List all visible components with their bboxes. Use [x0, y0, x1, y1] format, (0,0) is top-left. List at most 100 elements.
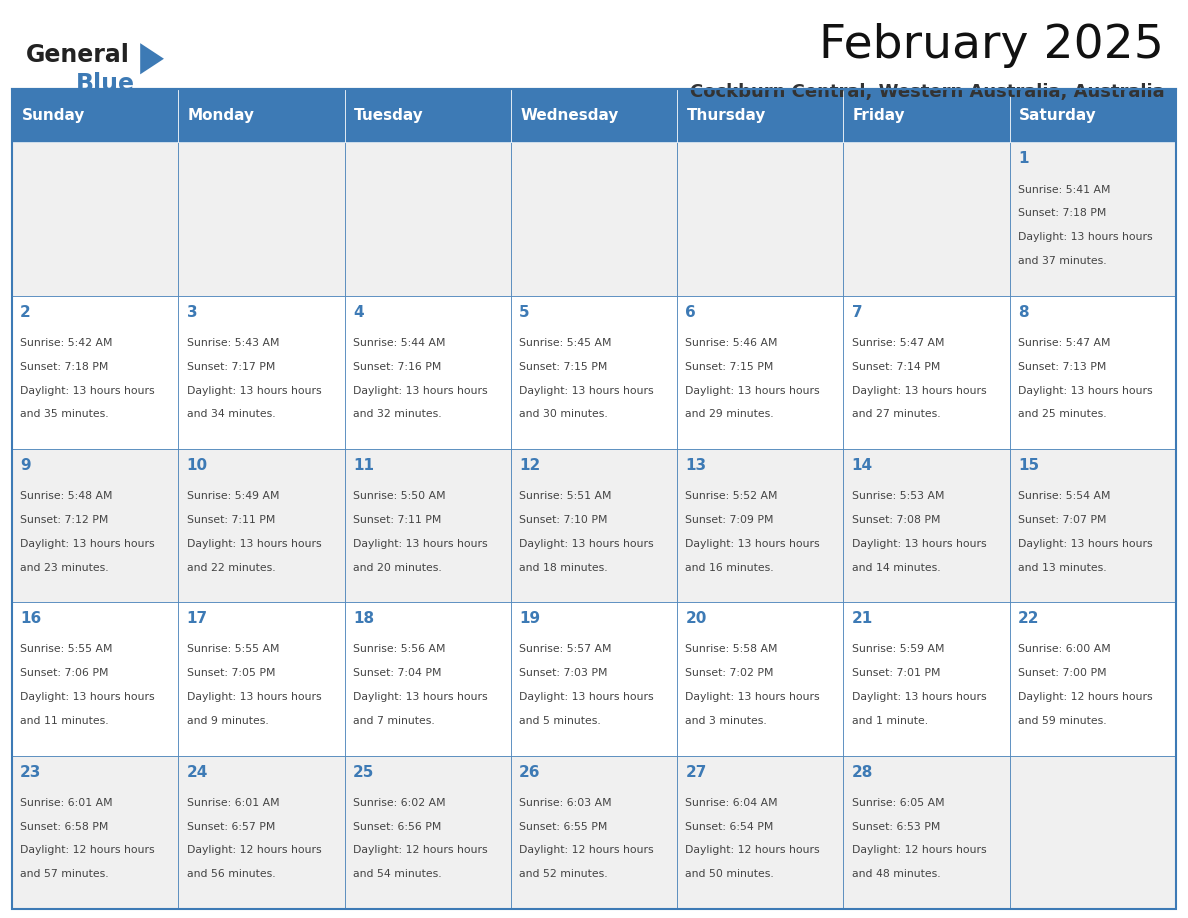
- Text: Sunset: 7:09 PM: Sunset: 7:09 PM: [685, 515, 773, 525]
- Text: and 29 minutes.: and 29 minutes.: [685, 409, 775, 420]
- Text: Daylight: 12 hours hours: Daylight: 12 hours hours: [685, 845, 820, 856]
- Text: Sunset: 7:00 PM: Sunset: 7:00 PM: [1018, 668, 1107, 678]
- Text: 8: 8: [1018, 305, 1029, 319]
- Text: and 9 minutes.: and 9 minutes.: [187, 716, 268, 726]
- Text: Sunrise: 6:02 AM: Sunrise: 6:02 AM: [353, 798, 446, 808]
- Text: 3: 3: [187, 305, 197, 319]
- Bar: [843, 602, 1010, 756]
- Text: Daylight: 12 hours hours: Daylight: 12 hours hours: [1018, 692, 1152, 702]
- Bar: [12, 142, 178, 296]
- Text: 27: 27: [685, 765, 707, 779]
- Text: 18: 18: [353, 611, 374, 626]
- Text: Daylight: 13 hours hours: Daylight: 13 hours hours: [685, 692, 820, 702]
- Bar: [677, 756, 843, 909]
- Text: 14: 14: [852, 458, 873, 473]
- Text: Sunset: 7:18 PM: Sunset: 7:18 PM: [1018, 208, 1106, 218]
- Text: Blue: Blue: [76, 73, 135, 96]
- Text: Sunset: 6:57 PM: Sunset: 6:57 PM: [187, 822, 274, 832]
- Bar: [178, 89, 345, 142]
- Text: Daylight: 13 hours hours: Daylight: 13 hours hours: [20, 692, 154, 702]
- Text: Sunset: 6:56 PM: Sunset: 6:56 PM: [353, 822, 441, 832]
- Text: Sunset: 7:15 PM: Sunset: 7:15 PM: [685, 362, 773, 372]
- Text: General: General: [26, 43, 129, 67]
- Text: 2: 2: [20, 305, 31, 319]
- Text: 11: 11: [353, 458, 374, 473]
- Text: Sunrise: 6:05 AM: Sunrise: 6:05 AM: [852, 798, 944, 808]
- Text: Friday: Friday: [853, 108, 905, 123]
- Bar: [345, 602, 511, 756]
- Text: and 30 minutes.: and 30 minutes.: [519, 409, 608, 420]
- Text: Daylight: 13 hours hours: Daylight: 13 hours hours: [187, 692, 321, 702]
- Text: Sunset: 7:07 PM: Sunset: 7:07 PM: [1018, 515, 1106, 525]
- Text: Daylight: 13 hours hours: Daylight: 13 hours hours: [519, 386, 653, 396]
- Text: Sunday: Sunday: [21, 108, 84, 123]
- Bar: [677, 449, 843, 602]
- Text: Daylight: 13 hours hours: Daylight: 13 hours hours: [519, 539, 653, 549]
- Bar: [1010, 296, 1176, 449]
- Text: Daylight: 13 hours hours: Daylight: 13 hours hours: [20, 386, 154, 396]
- Text: Sunrise: 5:43 AM: Sunrise: 5:43 AM: [187, 338, 279, 348]
- Text: and 5 minutes.: and 5 minutes.: [519, 716, 601, 726]
- Text: Sunrise: 5:49 AM: Sunrise: 5:49 AM: [187, 491, 279, 501]
- Text: Sunrise: 5:47 AM: Sunrise: 5:47 AM: [1018, 338, 1111, 348]
- Text: Cockburn Central, Western Australia, Australia: Cockburn Central, Western Australia, Aus…: [689, 83, 1164, 101]
- Text: and 22 minutes.: and 22 minutes.: [187, 563, 276, 573]
- Bar: [345, 89, 511, 142]
- Text: Sunset: 7:02 PM: Sunset: 7:02 PM: [685, 668, 773, 678]
- Text: Sunrise: 5:58 AM: Sunrise: 5:58 AM: [685, 644, 778, 655]
- Text: Sunrise: 6:01 AM: Sunrise: 6:01 AM: [20, 798, 113, 808]
- Bar: [345, 296, 511, 449]
- Text: Daylight: 12 hours hours: Daylight: 12 hours hours: [20, 845, 154, 856]
- Bar: [178, 756, 345, 909]
- Text: Daylight: 13 hours hours: Daylight: 13 hours hours: [1018, 232, 1152, 242]
- Text: Sunset: 7:06 PM: Sunset: 7:06 PM: [20, 668, 108, 678]
- Text: Sunrise: 6:03 AM: Sunrise: 6:03 AM: [519, 798, 612, 808]
- Text: 28: 28: [852, 765, 873, 779]
- Text: 4: 4: [353, 305, 364, 319]
- Text: 10: 10: [187, 458, 208, 473]
- Text: 21: 21: [852, 611, 873, 626]
- Text: Sunset: 7:17 PM: Sunset: 7:17 PM: [187, 362, 274, 372]
- Text: 19: 19: [519, 611, 541, 626]
- Text: and 20 minutes.: and 20 minutes.: [353, 563, 442, 573]
- Text: Daylight: 12 hours hours: Daylight: 12 hours hours: [353, 845, 487, 856]
- Text: Daylight: 13 hours hours: Daylight: 13 hours hours: [353, 386, 487, 396]
- Text: Daylight: 13 hours hours: Daylight: 13 hours hours: [187, 386, 321, 396]
- Text: 17: 17: [187, 611, 208, 626]
- Bar: [12, 602, 178, 756]
- Text: Sunset: 7:08 PM: Sunset: 7:08 PM: [852, 515, 940, 525]
- Text: Sunset: 7:03 PM: Sunset: 7:03 PM: [519, 668, 607, 678]
- Text: Sunrise: 6:01 AM: Sunrise: 6:01 AM: [187, 798, 279, 808]
- Text: and 56 minutes.: and 56 minutes.: [187, 869, 276, 879]
- Text: Sunset: 7:15 PM: Sunset: 7:15 PM: [519, 362, 607, 372]
- Text: 22: 22: [1018, 611, 1040, 626]
- Text: and 37 minutes.: and 37 minutes.: [1018, 256, 1107, 266]
- Bar: [511, 296, 677, 449]
- Bar: [12, 89, 178, 142]
- Text: Sunset: 7:04 PM: Sunset: 7:04 PM: [353, 668, 441, 678]
- Bar: [12, 296, 178, 449]
- Text: Sunrise: 5:52 AM: Sunrise: 5:52 AM: [685, 491, 778, 501]
- Text: and 1 minute.: and 1 minute.: [852, 716, 928, 726]
- Text: February 2025: February 2025: [820, 23, 1164, 69]
- Text: Daylight: 13 hours hours: Daylight: 13 hours hours: [852, 386, 986, 396]
- Bar: [511, 449, 677, 602]
- Bar: [511, 89, 677, 142]
- Bar: [178, 142, 345, 296]
- Bar: [178, 296, 345, 449]
- Text: and 35 minutes.: and 35 minutes.: [20, 409, 109, 420]
- Text: Sunset: 7:18 PM: Sunset: 7:18 PM: [20, 362, 108, 372]
- Text: Sunset: 7:16 PM: Sunset: 7:16 PM: [353, 362, 441, 372]
- Text: Sunrise: 5:56 AM: Sunrise: 5:56 AM: [353, 644, 446, 655]
- Text: and 23 minutes.: and 23 minutes.: [20, 563, 109, 573]
- Text: Daylight: 12 hours hours: Daylight: 12 hours hours: [852, 845, 986, 856]
- Bar: [1010, 449, 1176, 602]
- Text: Sunset: 7:14 PM: Sunset: 7:14 PM: [852, 362, 940, 372]
- Text: Sunset: 6:58 PM: Sunset: 6:58 PM: [20, 822, 108, 832]
- Text: 5: 5: [519, 305, 530, 319]
- Text: 12: 12: [519, 458, 541, 473]
- Text: Sunrise: 5:47 AM: Sunrise: 5:47 AM: [852, 338, 944, 348]
- Text: Sunset: 7:01 PM: Sunset: 7:01 PM: [852, 668, 940, 678]
- Bar: [843, 142, 1010, 296]
- Text: Sunset: 6:55 PM: Sunset: 6:55 PM: [519, 822, 607, 832]
